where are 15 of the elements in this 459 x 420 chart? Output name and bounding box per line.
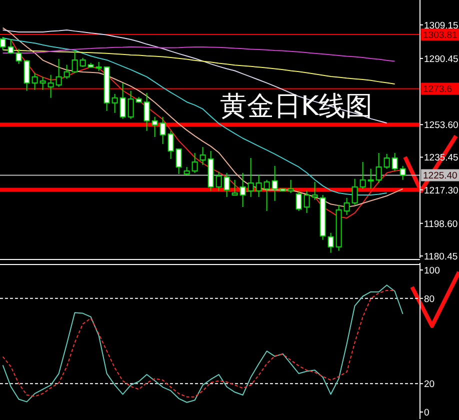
y-tick-label: 1217.30 xyxy=(424,185,458,196)
y-tick-label: 1290.45 xyxy=(424,54,458,65)
ref-line-label: 1273.6 xyxy=(423,84,452,96)
y-tick-label: 1309.15 xyxy=(424,20,458,32)
y-tick-label: 20 xyxy=(424,379,435,390)
y-tick-label: 1253.60 xyxy=(424,120,458,132)
y-tick-label: 0 xyxy=(424,408,430,419)
ref-line-label: 1225.40 xyxy=(423,170,458,182)
y-tick-label: 1198.60 xyxy=(424,218,458,230)
y-tick-label: 100 xyxy=(424,265,440,276)
y-tick-label: 80 xyxy=(424,294,435,305)
line-series xyxy=(2,29,388,124)
ref-line-label: 1303.81 xyxy=(423,30,458,41)
y-tick-label: 1180.45 xyxy=(424,251,458,262)
line-series xyxy=(2,46,396,62)
